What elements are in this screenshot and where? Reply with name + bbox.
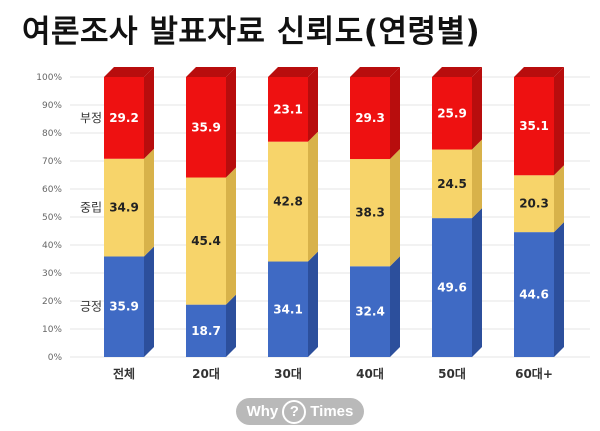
series-label: 부정 (80, 111, 102, 125)
bar-segment (514, 232, 554, 357)
data-label: 20.3 (519, 197, 549, 211)
data-label: 34.1 (273, 302, 303, 316)
x-tick-label: 전체 (113, 366, 135, 381)
y-tick-label: 70% (42, 157, 62, 167)
bar-top (186, 67, 236, 77)
bar-top (432, 67, 482, 77)
data-label: 34.9 (109, 201, 139, 215)
data-label: 45.4 (191, 234, 221, 248)
bar-side (226, 294, 236, 357)
bar-side (308, 131, 318, 262)
x-tick-label: 30대 (274, 367, 302, 381)
bar-side (390, 149, 400, 267)
bar-side (472, 208, 482, 357)
bar-segment (514, 77, 554, 176)
bar-top (268, 67, 318, 77)
bar-segment (432, 77, 472, 150)
data-label: 35.9 (191, 120, 221, 134)
x-tick-label: 40대 (356, 367, 384, 381)
bar-side (308, 251, 318, 357)
series-label: 중립 (80, 201, 102, 215)
y-tick-label: 10% (42, 325, 62, 335)
bar-segment (514, 175, 554, 233)
bar-segment (104, 158, 144, 257)
why-times-logo: Why ? Times (236, 398, 364, 425)
y-tick-label: 50% (42, 213, 62, 223)
bar-segment (186, 304, 226, 357)
data-label: 38.3 (355, 206, 385, 220)
data-label: 18.7 (191, 324, 221, 338)
y-tick-label: 30% (42, 269, 62, 279)
bar-segment (104, 256, 144, 357)
bar-side (226, 67, 236, 178)
bar-segment (432, 218, 472, 357)
bar-segment (350, 266, 390, 357)
y-tick-label: 40% (42, 241, 62, 251)
bar-segment (268, 261, 308, 357)
x-tick-label: 20대 (192, 367, 220, 381)
bar-segment (350, 77, 390, 160)
bar-side (226, 167, 236, 305)
bar-side (390, 256, 400, 357)
bar-side (472, 139, 482, 219)
data-label: 32.4 (355, 305, 385, 319)
data-label: 25.9 (437, 106, 467, 120)
bar-top (350, 67, 400, 77)
bar-side (144, 148, 154, 257)
chart-title: 여론조사 발표자료 신뢰도(연령별) (22, 14, 481, 50)
bar-segment (186, 177, 226, 305)
bar-side (390, 67, 400, 160)
data-label: 42.8 (273, 195, 303, 209)
bar-side (472, 67, 482, 150)
bar-side (144, 246, 154, 357)
data-label: 29.3 (355, 111, 385, 125)
y-tick-label: 20% (42, 297, 62, 307)
data-label: 49.6 (437, 281, 467, 295)
data-label: 35.9 (109, 300, 139, 314)
bar-side (554, 165, 564, 233)
x-tick-label: 60대+ (515, 367, 553, 381)
bar-side (554, 67, 564, 176)
bar-segment (186, 77, 226, 178)
y-tick-label: 100% (36, 73, 62, 83)
y-tick-label: 0% (48, 353, 63, 363)
logo-mark: ? (282, 399, 307, 424)
logo-left-text: Why (246, 403, 279, 420)
logo-right-text: Times (310, 403, 354, 420)
bar-side (144, 67, 154, 159)
data-label: 29.2 (109, 111, 139, 125)
y-tick-label: 90% (42, 101, 62, 111)
y-tick-label: 60% (42, 185, 62, 195)
data-label: 35.1 (519, 119, 549, 133)
series-label: 긍정 (80, 300, 102, 314)
data-label: 44.6 (519, 288, 549, 302)
data-label: 24.5 (437, 177, 467, 191)
bar-top (514, 67, 564, 77)
bar-segment (268, 141, 308, 262)
bar-side (308, 67, 318, 142)
bar-segment (350, 159, 390, 267)
bar-top (104, 67, 154, 77)
y-tick-label: 80% (42, 129, 62, 139)
bar-segment (268, 77, 308, 142)
bar-segment (104, 77, 144, 159)
x-tick-label: 50대 (438, 367, 466, 381)
bar-segment (432, 149, 472, 219)
bar-side (554, 222, 564, 357)
data-label: 23.1 (273, 102, 303, 116)
